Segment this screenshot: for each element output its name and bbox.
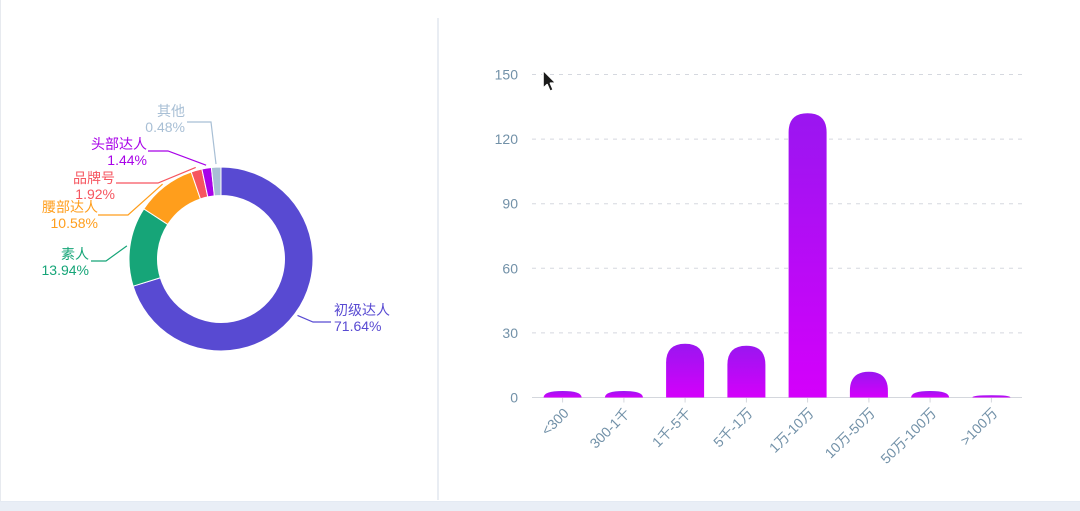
panel-divider: [437, 18, 439, 500]
pie-label-value: 1.44%: [107, 152, 147, 168]
panel-left-edge-border: [0, 0, 1, 502]
x-axis-category-label: 10万-50万: [822, 405, 878, 461]
pie-label-line: [91, 245, 128, 262]
y-axis-tick-label: 30: [502, 325, 518, 341]
bar-5[interactable]: [788, 113, 827, 398]
pie-label-value: 1.92%: [75, 186, 115, 202]
y-axis-tick-label: 0: [510, 390, 518, 406]
pie-label-value: 10.58%: [50, 215, 98, 231]
pie-label-name: 素人: [61, 246, 89, 262]
bar-8[interactable]: [972, 395, 1011, 398]
bar-7[interactable]: [911, 391, 950, 398]
pie-label-name: 腰部达人: [42, 199, 98, 215]
pie-segment-6[interactable]: [210, 166, 222, 197]
pie-label: 素人 13.94%: [19, 246, 89, 278]
bar-1[interactable]: [543, 391, 582, 398]
pie-label-value: 0.48%: [145, 119, 185, 135]
bar-2[interactable]: [604, 391, 643, 398]
pie-label-name: 初级达人: [334, 302, 390, 318]
pie-label-line: [187, 121, 217, 165]
y-axis-tick-label: 90: [502, 196, 518, 212]
pie-label-line: [297, 314, 331, 323]
x-axis-category-label: 50万-100万: [877, 405, 939, 467]
y-axis-tick-label: 150: [495, 67, 519, 83]
x-axis-category-label: 300-1千: [586, 405, 633, 452]
pie-label: 头部达人 1.44%: [76, 136, 147, 168]
pie-label-name: 其他: [157, 103, 185, 119]
pie-label: 腰部达人 10.58%: [16, 199, 98, 231]
x-axis-category-label: <300: [538, 405, 572, 439]
pie-label-value: 71.64%: [334, 318, 382, 334]
pie-label: 初级达人 71.64%: [334, 302, 424, 334]
pie-label-value: 13.94%: [41, 262, 89, 278]
bar-6[interactable]: [849, 371, 888, 398]
pie-label-line: [148, 150, 207, 166]
pie-segment-1[interactable]: [132, 166, 314, 352]
x-axis-category-label: 1千-5千: [649, 405, 694, 450]
bar-4[interactable]: [727, 345, 766, 398]
y-axis-tick-label: 120: [495, 131, 519, 147]
pie-label: 其他 0.48%: [114, 103, 185, 135]
pie-label-name: 品牌号: [73, 170, 115, 186]
x-axis-category-label: 1万-10万: [766, 405, 817, 456]
pie-label-name: 头部达人: [91, 136, 147, 152]
mouse-cursor-icon: [542, 69, 557, 93]
x-axis-category-label: >100万: [957, 405, 1001, 449]
bar-3[interactable]: [666, 343, 705, 398]
pie-label: 品牌号 1.92%: [44, 170, 115, 202]
y-axis-tick-label: 60: [502, 260, 518, 276]
x-axis-category-label: 5千-1万: [710, 405, 755, 450]
bottom-strip: [0, 501, 1080, 511]
